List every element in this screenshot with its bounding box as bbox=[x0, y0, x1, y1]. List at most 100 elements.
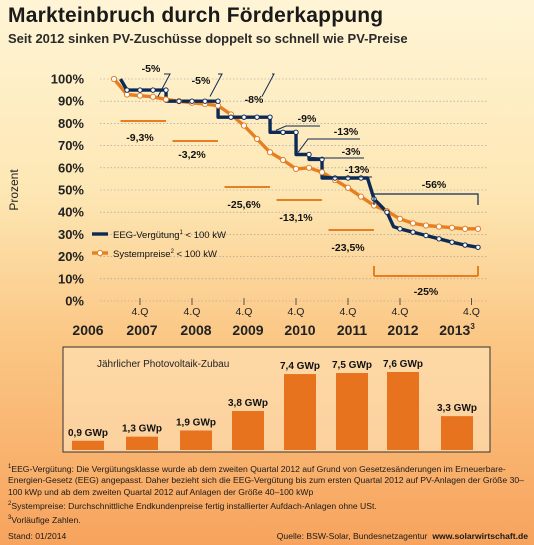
legend-sys-sup: 2 bbox=[171, 249, 175, 255]
eeg-verguetung-point bbox=[280, 129, 286, 135]
eeg-verguetung-point bbox=[176, 98, 182, 104]
bar-2011 bbox=[336, 373, 368, 450]
x-quarter-label: 4.Q bbox=[184, 306, 201, 318]
source-prefix: Quelle: BSW-Solar, Bundesnetzagentur bbox=[276, 531, 428, 541]
annotation-eeg-2011a: -13% bbox=[334, 126, 359, 138]
annotation-leader bbox=[323, 175, 372, 178]
systempreise-point bbox=[305, 164, 313, 171]
eeg-verguetung-point bbox=[150, 87, 156, 93]
y-tick-label: 20% bbox=[58, 249, 84, 264]
annotation-eeg-2011b: -3% bbox=[342, 146, 361, 158]
legend-sys-marker bbox=[96, 249, 104, 257]
systempreise-point bbox=[253, 135, 261, 143]
systempreise-point bbox=[110, 75, 118, 83]
eeg-verguetung-point bbox=[189, 98, 195, 104]
x-quarter-label: 4.Q bbox=[236, 306, 253, 318]
eeg-verguetung-point bbox=[254, 114, 260, 120]
eeg-verguetung-point bbox=[423, 232, 429, 239]
bar-label-2011: 7,5 GWp bbox=[332, 360, 372, 371]
x-quarter-label: 4.Q bbox=[392, 306, 409, 318]
annotation-eeg-2011c: -13% bbox=[345, 164, 370, 176]
eeg-verguetung-point bbox=[358, 175, 364, 181]
eeg-verguetung-point bbox=[293, 129, 299, 135]
y-tick-label: 50% bbox=[58, 183, 84, 198]
annotation-sys-2009: -25,6% bbox=[227, 199, 261, 211]
systempreise-point bbox=[435, 223, 443, 230]
footnote-3-sup: 3 bbox=[8, 515, 12, 522]
x-quarter-label: 4.Q bbox=[340, 306, 357, 318]
systempreise-point bbox=[409, 220, 417, 227]
bar-2012 bbox=[387, 372, 419, 450]
year-superscript: 3 bbox=[470, 322, 475, 331]
annotation-leader bbox=[275, 125, 320, 131]
systempreise-point bbox=[422, 222, 430, 229]
bar-2009 bbox=[232, 411, 264, 450]
annotation-eeg-2010: -9% bbox=[298, 113, 317, 125]
footnote-2-sup: 2 bbox=[8, 501, 12, 508]
x-year-label: 2006 bbox=[72, 322, 103, 338]
y-tick-label: 30% bbox=[58, 227, 84, 242]
eeg-verguetung-point bbox=[163, 87, 169, 93]
eeg-verguetung-point bbox=[267, 114, 273, 120]
y-tick-label: 70% bbox=[58, 138, 84, 153]
annotation-leader bbox=[297, 138, 360, 153]
eeg-verguetung-point bbox=[345, 175, 351, 181]
systempreise-point bbox=[396, 215, 404, 222]
annotation-sys-2011: -23,5% bbox=[331, 242, 365, 254]
systempreise-point bbox=[318, 169, 326, 176]
eeg-verguetung-point bbox=[475, 244, 481, 250]
source-site: www.solarwirtschaft.de bbox=[432, 531, 528, 541]
annotation-eeg-2008: -5% bbox=[192, 75, 211, 87]
bar-2010 bbox=[284, 374, 316, 450]
annotation-leader bbox=[261, 73, 275, 97]
annotation-eeg-2009: -8% bbox=[245, 94, 264, 106]
bar-label-2013: 3,3 GWp bbox=[437, 403, 477, 414]
bar-chart-title: Jährlicher Photovoltaik-Zubau bbox=[97, 359, 229, 370]
y-tick-label: 100% bbox=[51, 72, 85, 87]
x-year-label: 2009 bbox=[232, 322, 263, 338]
footnotes: 1EEG-Vergütung: Die Vergütungsklasse wur… bbox=[8, 462, 530, 528]
y-tick-label: 60% bbox=[58, 160, 84, 175]
x-year-label: 2011 bbox=[337, 322, 368, 338]
eeg-verguetung-point bbox=[436, 236, 442, 242]
stand-date: Stand: 01/2014 bbox=[8, 531, 67, 541]
bar-2008 bbox=[180, 430, 212, 450]
bar-label-2007: 1,3 GWp bbox=[122, 424, 162, 435]
annotation-sys-2010: -13,1% bbox=[279, 212, 313, 224]
eeg-verguetung-point bbox=[124, 87, 130, 93]
y-tick-label: 80% bbox=[58, 116, 84, 131]
chart-canvas: 0% 10% 20% 30% 40% 50% 60% 70% 80% 90% 100% Prozent… bbox=[7, 63, 491, 453]
annotation-sys-2007: -9,3% bbox=[126, 132, 154, 144]
eeg-verguetung-point bbox=[462, 242, 468, 248]
annotation-leader bbox=[310, 156, 364, 159]
x-year-label: 2007 bbox=[126, 322, 157, 338]
annotation-leader bbox=[157, 73, 171, 97]
footnote-1-sup: 1 bbox=[8, 464, 12, 470]
systempreise-point bbox=[344, 184, 352, 191]
eeg-verguetung-point bbox=[241, 114, 247, 120]
x-year-label: 2012 bbox=[387, 322, 418, 338]
legend-eeg-suffix: < 100 kW bbox=[183, 230, 226, 241]
x-year-label: 2010 bbox=[284, 322, 315, 338]
annotation-eeg-2007: -5% bbox=[142, 63, 161, 75]
bar-2006 bbox=[72, 440, 104, 450]
y-tick-label: 90% bbox=[58, 94, 84, 109]
y-axis-title: Prozent bbox=[7, 169, 21, 211]
footnote-3: 3Vorläufige Zahlen. bbox=[8, 513, 530, 526]
annotation-leader bbox=[209, 73, 223, 97]
x-year-label: 2008 bbox=[180, 322, 211, 338]
x-quarter-label: 4.Q bbox=[463, 306, 480, 318]
annotation-sys-2008: -3,2% bbox=[178, 149, 206, 161]
footnote-1-text: EEG-Vergütung: Die Vergütungsklasse wurd… bbox=[8, 463, 524, 497]
legend-sys-suffix: < 100 kW bbox=[174, 249, 217, 260]
chart-title: Markteinbruch durch Förderkappung bbox=[8, 4, 384, 27]
chart-subtitle: Seit 2012 sinken PV-Zuschüsse doppelt so… bbox=[8, 31, 408, 46]
x-quarter-label: 4.Q bbox=[132, 306, 149, 318]
footnote-2: 2Systempreise: Durchschnittliche Endkund… bbox=[8, 499, 530, 512]
bar-label-2010: 7,4 GWp bbox=[280, 361, 320, 372]
x-year-label: 20133 bbox=[439, 322, 475, 338]
annotation-bracket-eeg bbox=[373, 193, 479, 205]
x-quarter-label: 4.Q bbox=[288, 306, 305, 318]
bar-label-2008: 1,9 GWp bbox=[176, 418, 216, 429]
